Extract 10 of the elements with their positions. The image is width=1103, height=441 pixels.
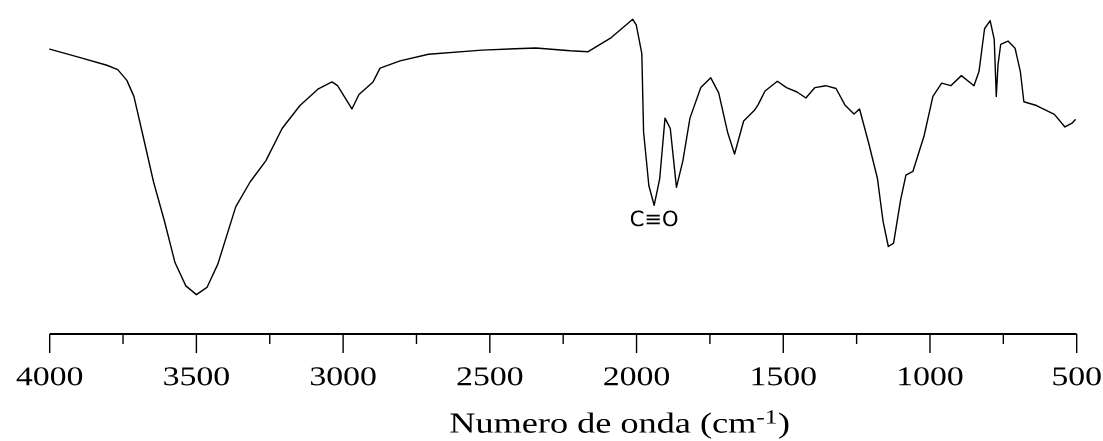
x-tick-label: 500 <box>1053 367 1101 386</box>
x-axis-title: Numero de onda (cm$^{-1}$) <box>450 410 789 439</box>
x-tick-label: 3500 <box>164 367 229 386</box>
x-tick-label: 1500 <box>752 367 816 386</box>
x-tick-label: 2500 <box>457 367 523 386</box>
annotation: C≡O <box>630 210 678 227</box>
x-tick-label: 3000 <box>310 367 376 386</box>
x-tick-label: 4000 <box>16 367 83 386</box>
x-tick-label: 1000 <box>899 367 963 386</box>
x-tick-label: 2000 <box>604 367 670 386</box>
